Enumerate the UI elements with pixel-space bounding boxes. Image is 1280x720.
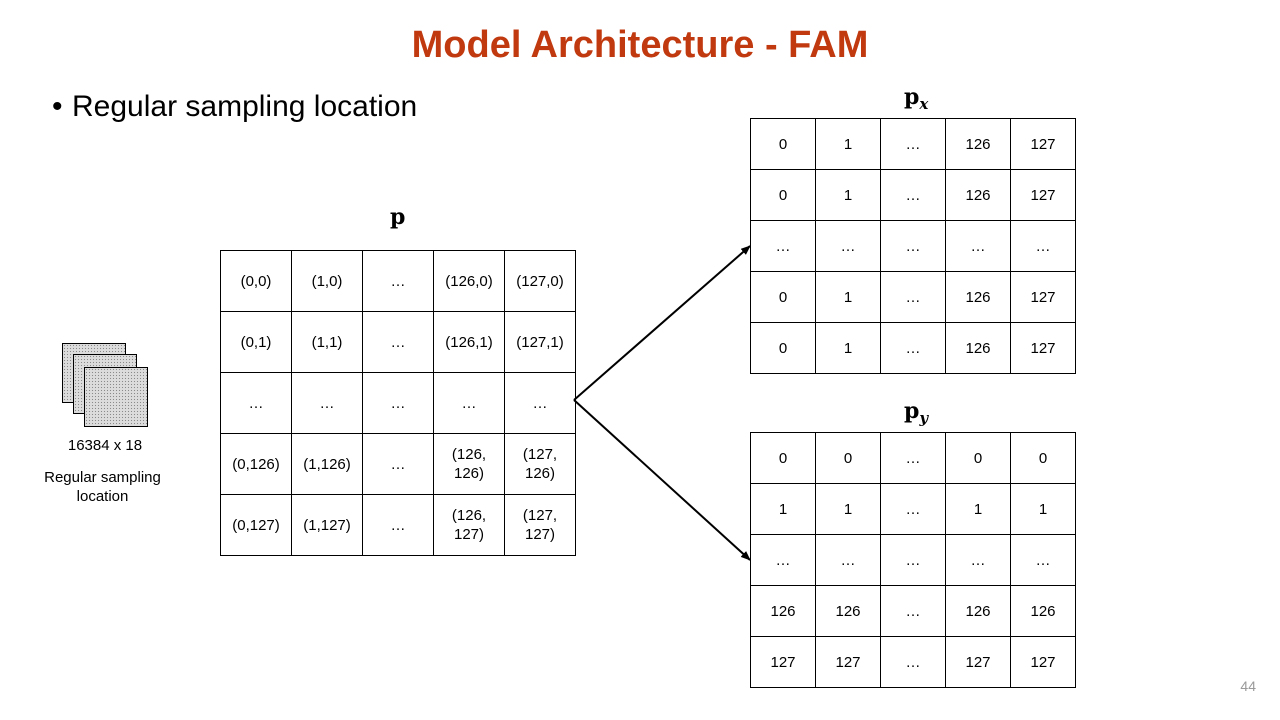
table-cell: (1,0)	[291, 250, 363, 312]
table-cell: 126	[815, 585, 881, 637]
table-cell: …	[880, 636, 946, 688]
table-cell: …	[880, 271, 946, 323]
table-cell: 127	[1010, 322, 1076, 374]
table-cell: (0,126)	[220, 433, 292, 495]
table-cell: …	[291, 372, 363, 434]
table-cell: …	[880, 585, 946, 637]
table-cell: …	[880, 220, 946, 272]
table-cell: (127, 127)	[504, 494, 576, 556]
table-row: … … … … …	[750, 534, 1076, 586]
table-cell: 126	[945, 118, 1011, 170]
grid-py-label-subscript: y	[919, 409, 929, 427]
table-cell: 127	[1010, 169, 1076, 221]
grid-py-label: py	[904, 398, 929, 427]
table-cell: 127	[1010, 636, 1076, 688]
table-cell: (127, 126)	[504, 433, 576, 495]
bullet-item: • Regular sampling location	[52, 90, 417, 124]
table-cell: 127	[945, 636, 1011, 688]
table-cell: …	[880, 118, 946, 170]
table-row: (0,0) (1,0) … (126,0) (127,0)	[220, 250, 576, 312]
table-cell: (126,0)	[433, 250, 505, 312]
table-cell: …	[880, 169, 946, 221]
table-row: 0 1 … 126 127	[750, 169, 1076, 221]
page-number: 44	[1240, 678, 1256, 694]
arrow-to-px	[573, 245, 751, 401]
table-cell: …	[880, 432, 946, 484]
table-row: 127 127 … 127 127	[750, 636, 1076, 688]
bullet-text: Regular sampling location	[72, 90, 418, 123]
table-cell: (0,1)	[220, 311, 292, 373]
table-cell: …	[1010, 534, 1076, 586]
bullet-dot-icon: •	[52, 90, 63, 123]
table-row: 0 1 … 126 127	[750, 322, 1076, 374]
table-cell: (126, 127)	[433, 494, 505, 556]
table-cell: (0,0)	[220, 250, 292, 312]
grid-px-table: 0 1 … 126 127 0 1 … 126 127 … … … … … 0 …	[750, 118, 1076, 374]
grid-p-label: p	[390, 204, 405, 230]
stack-caption: Regular sampling location	[30, 468, 175, 506]
table-cell: 1	[1010, 483, 1076, 535]
slide-title: Model Architecture - FAM	[411, 24, 869, 66]
stack-caption-line1: Regular sampling	[44, 469, 161, 486]
table-row: 1 1 … 1 1	[750, 483, 1076, 535]
table-cell: 0	[815, 432, 881, 484]
grid-p-table: (0,0) (1,0) … (126,0) (127,0) (0,1) (1,1…	[220, 250, 576, 556]
table-cell: 1	[815, 118, 881, 170]
table-cell: (127,1)	[504, 311, 576, 373]
table-row: 0 0 … 0 0	[750, 432, 1076, 484]
table-cell: 126	[945, 169, 1011, 221]
grid-px-label: px	[904, 84, 929, 113]
table-cell: (1,1)	[291, 311, 363, 373]
stack-layer-front	[84, 367, 148, 427]
table-cell: 1	[815, 271, 881, 323]
table-cell: (127,0)	[504, 250, 576, 312]
grid-py-label-text: p	[904, 398, 920, 424]
table-cell: 126	[750, 585, 816, 637]
table-cell: (0,127)	[220, 494, 292, 556]
table-cell: …	[433, 372, 505, 434]
table-cell: …	[945, 220, 1011, 272]
grid-px-label-text: p	[904, 84, 920, 110]
table-cell: (1,126)	[291, 433, 363, 495]
table-row: (0,127) (1,127) … (126, 127) (127, 127)	[220, 494, 576, 556]
stack-size-label: 16384 x 18	[67, 437, 143, 454]
table-cell: 0	[750, 118, 816, 170]
stack-caption-line2: location	[76, 488, 129, 505]
table-cell: 127	[1010, 118, 1076, 170]
table-cell: …	[362, 494, 434, 556]
table-row: … … … … …	[220, 372, 576, 434]
table-cell: …	[1010, 220, 1076, 272]
table-row: (0,126) (1,126) … (126, 126) (127, 126)	[220, 433, 576, 495]
table-cell: 127	[1010, 271, 1076, 323]
table-cell: …	[220, 372, 292, 434]
grid-p-label-text: p	[390, 204, 406, 230]
arrow-to-py	[573, 399, 751, 561]
table-row: 0 1 … 126 127	[750, 118, 1076, 170]
table-cell: …	[504, 372, 576, 434]
table-cell: 0	[750, 322, 816, 374]
table-cell: …	[750, 534, 816, 586]
table-cell: …	[880, 534, 946, 586]
table-row: 0 1 … 126 127	[750, 271, 1076, 323]
table-cell: …	[815, 220, 881, 272]
table-cell: 126	[945, 585, 1011, 637]
table-row: (0,1) (1,1) … (126,1) (127,1)	[220, 311, 576, 373]
table-cell: …	[880, 322, 946, 374]
table-cell: (1,127)	[291, 494, 363, 556]
table-cell: 126	[945, 322, 1011, 374]
table-cell: …	[362, 250, 434, 312]
table-cell: …	[362, 311, 434, 373]
grid-px-label-subscript: x	[919, 95, 929, 113]
grid-py-table: 0 0 … 0 0 1 1 … 1 1 … … … … … 126 126 … …	[750, 432, 1076, 688]
table-cell: 127	[815, 636, 881, 688]
